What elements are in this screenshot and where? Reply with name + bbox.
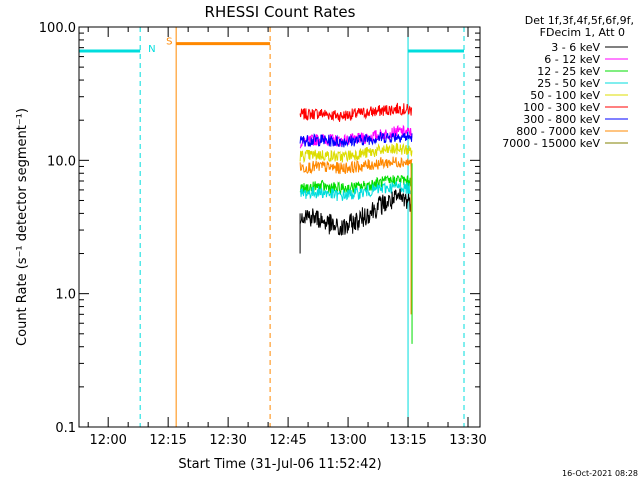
legend-entry-label: 7000 - 15000 keV (502, 137, 600, 150)
legend-entry-label: 800 - 7000 keV (516, 125, 600, 138)
series-line (299, 156, 413, 175)
legend: Det 1f,3f,4f,5f,6f,9f, FDecim 1, Att 0 3… (502, 14, 634, 150)
y-tick-label: 100.0 (39, 21, 76, 36)
x-tick-label: 12:45 (269, 433, 306, 448)
legend-entry-label: 100 - 300 keV (523, 101, 600, 114)
x-tick-label: 13:00 (329, 433, 366, 448)
legend-entry-label: 25 - 50 keV (537, 77, 600, 90)
x-tick-label: 12:30 (209, 433, 246, 448)
legend-entry-label: 3 - 6 keV (551, 41, 600, 54)
series-line (299, 188, 413, 236)
legend-entry-label: 6 - 12 keV (544, 53, 600, 66)
y-tick-label: 1.0 (55, 288, 76, 303)
x-axis-label: Start Time (31-Jul-06 11:52:42) (178, 457, 381, 472)
legend-entry-label: 300 - 800 keV (523, 113, 600, 126)
x-tick-label: 13:15 (389, 433, 426, 448)
footer-timestamp: 16-Oct-2021 08:28 (562, 469, 638, 478)
series-line (299, 131, 413, 148)
chart-title: RHESSI Count Rates (205, 3, 356, 21)
series-line (300, 181, 413, 202)
y-tick-label: 0.1 (55, 421, 76, 436)
interval-label: N (148, 44, 155, 55)
plot-layer: NS (78, 27, 465, 427)
legend-entry-label: 50 - 100 keV (530, 89, 600, 102)
x-tick-label: 12:15 (149, 433, 186, 448)
series-line (299, 102, 413, 122)
x-tick-label: 13:30 (449, 433, 486, 448)
legend-header-line-2: FDecim 1, Att 0 (540, 26, 625, 39)
legend-header-line-1: Det 1f,3f,4f,5f,6f,9f, (525, 14, 634, 27)
plot-frame (78, 26, 481, 428)
y-axis-label: Count Rate (s⁻¹ detector segment⁻¹) (15, 108, 30, 346)
axis-ticks: 0.1 1.0 10.0 100.0 12:00 12:15 12:30 12:45 13:00… (39, 21, 487, 448)
y-tick-label: 10.0 (47, 154, 76, 169)
interval-label: S (166, 37, 172, 48)
legend-entry-label: 12 - 25 keV (537, 65, 600, 78)
x-tick-label: 12:00 (89, 433, 126, 448)
series-line (299, 143, 413, 164)
